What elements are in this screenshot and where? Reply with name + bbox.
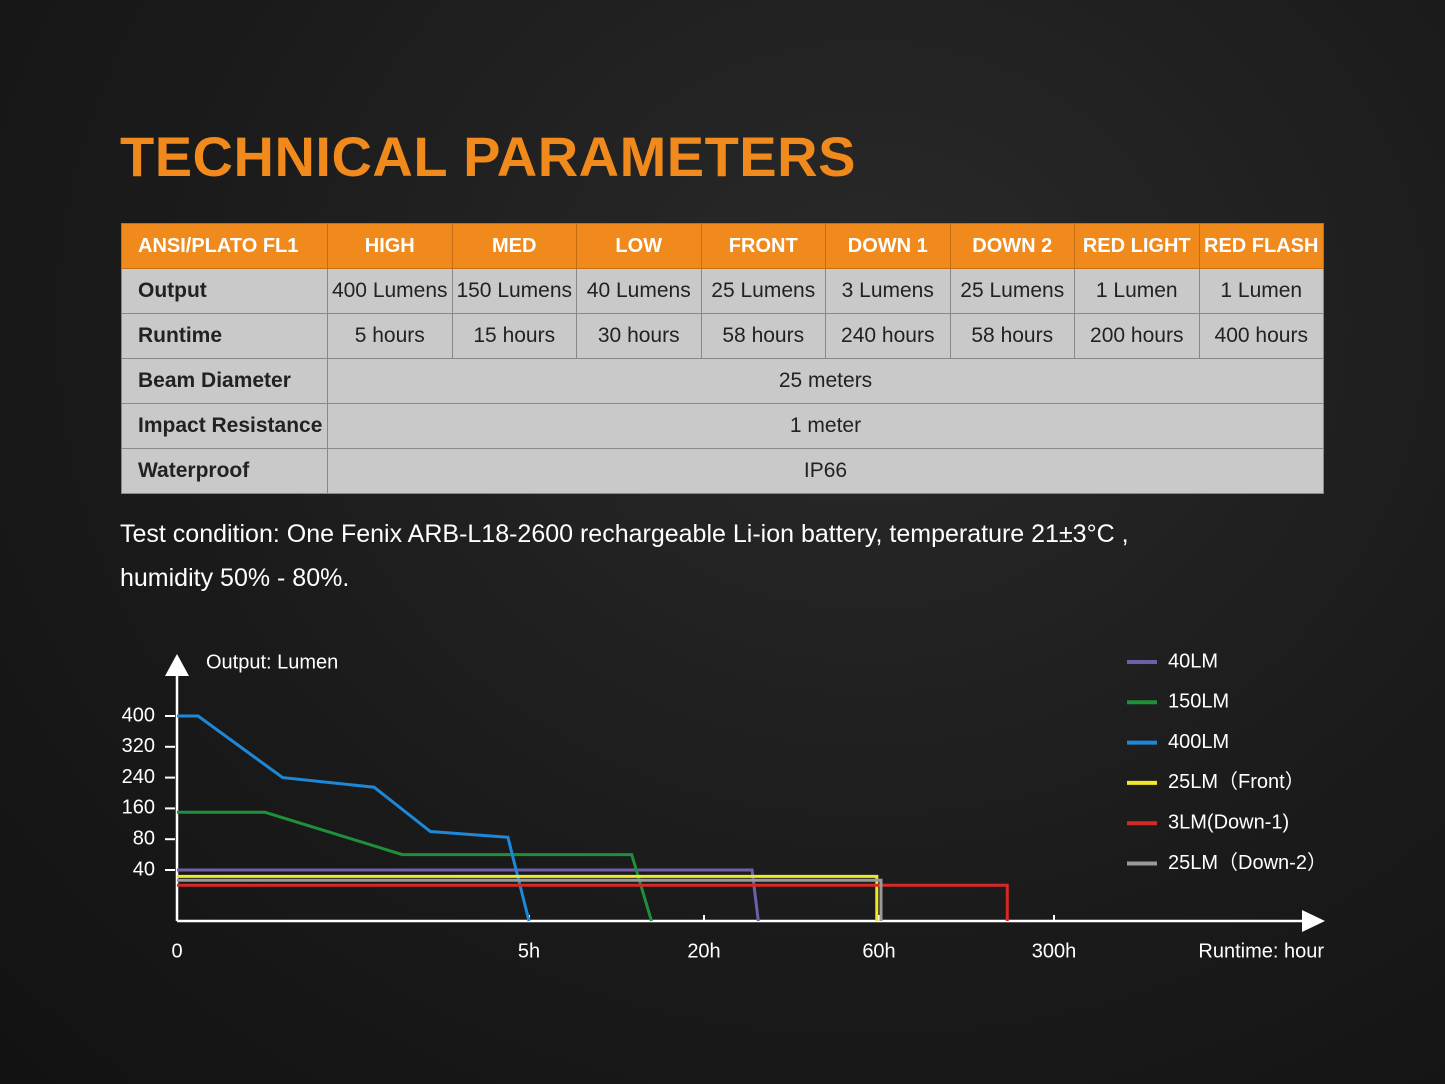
- series-line: [177, 810, 653, 922]
- header-cell: DOWN 1: [825, 223, 951, 269]
- cell: 400 hours: [1198, 313, 1324, 359]
- series-line: [177, 714, 531, 922]
- header-cell: RED FLASH: [1198, 223, 1324, 269]
- note-line: humidity 50% - 80%.: [120, 564, 350, 592]
- table-row: Impact Resistance 1 meter: [121, 403, 1324, 449]
- header-cell: LOW: [576, 223, 702, 269]
- note-line: Test condition: One Fenix ARB-L18-2600 r…: [120, 520, 1129, 548]
- y-axis-label: Output: Lumen: [206, 651, 338, 673]
- cell: 1 meter: [327, 403, 1324, 449]
- series-line: [177, 883, 1009, 921]
- x-axis-arrow: [1302, 910, 1325, 932]
- cell: 25 Lumens: [949, 268, 1075, 314]
- series-line: [177, 868, 760, 922]
- y-tick-label: 40: [133, 858, 155, 880]
- cell: 25 Lumens: [700, 268, 826, 314]
- table-body: Output 400 Lumens 150 Lumens 40 Lumens 25 Lu…: [121, 268, 1324, 494]
- cell: 25 meters: [327, 358, 1324, 404]
- spec-table: ANSI/PLATO FL1 HIGH MED LOW FRONT DOWN 1 DOWN …: [121, 223, 1324, 494]
- series-line: [177, 878, 883, 921]
- x-tick-label: 0: [171, 940, 182, 962]
- y-tick-label: 80: [133, 827, 155, 849]
- header-cell: FRONT: [700, 223, 826, 269]
- cell: 240 hours: [825, 313, 951, 359]
- header-cell: RED LIGHT: [1074, 223, 1200, 269]
- cell: 200 hours: [1074, 313, 1200, 359]
- cell: 40 Lumens: [576, 268, 702, 314]
- table-row: Runtime 5 hours 15 hours 30 hours 58 hours 24…: [121, 313, 1324, 359]
- x-axis-label: Runtime: hour: [1198, 940, 1324, 962]
- header-cell: ANSI/PLATO FL1: [121, 223, 328, 269]
- chart: Output: Lumen Runtime: hour 40 80 160 240 32…: [122, 650, 1327, 962]
- cell: 1 Lumen: [1074, 268, 1200, 314]
- series-line: [177, 874, 879, 921]
- x-tick-label: 300h: [1032, 940, 1077, 962]
- legend-label: 3LM(Down-1): [1168, 811, 1289, 833]
- cell: 400 Lumens: [327, 268, 453, 314]
- legend-label: 150LM: [1168, 691, 1229, 713]
- legend-label: 25LM（Down-2）: [1168, 851, 1327, 874]
- y-tick-label: 320: [122, 735, 155, 757]
- row-header: Waterproof: [121, 448, 328, 494]
- legend-label: 25LM（Front）: [1168, 770, 1305, 793]
- cell: 58 hours: [700, 313, 826, 359]
- x-tick-label: 5h: [518, 940, 540, 962]
- y-tick-label: 160: [122, 797, 155, 819]
- header-cell: MED: [451, 223, 577, 269]
- table-header-row: ANSI/PLATO FL1 HIGH MED LOW FRONT DOWN 1 DOWN …: [121, 223, 1324, 269]
- header-cell: DOWN 2: [949, 223, 1075, 269]
- table-row: Beam Diameter 25 meters: [121, 358, 1324, 404]
- y-axis-arrow: [165, 654, 189, 676]
- test-condition: Test condition: One Fenix ARB-L18-2600 r…: [120, 512, 1129, 600]
- x-tick-label: 60h: [862, 940, 895, 962]
- cell: 1 Lumen: [1198, 268, 1324, 314]
- row-header: Runtime: [121, 313, 328, 359]
- row-header: Output: [121, 268, 328, 314]
- legend-label: 400LM: [1168, 731, 1229, 753]
- cell: 3 Lumens: [825, 268, 951, 314]
- table-row: Output 400 Lumens 150 Lumens 40 Lumens 25 Lu…: [121, 268, 1324, 314]
- page-title: TECHNICAL PARAMETERS: [120, 125, 856, 188]
- row-header: Impact Resistance: [121, 403, 328, 449]
- header-cell: HIGH: [327, 223, 453, 269]
- table-row: Waterproof IP66: [121, 448, 1324, 494]
- cell: IP66: [327, 448, 1324, 494]
- x-tick-label: 20h: [687, 940, 720, 962]
- cell: 30 hours: [576, 313, 702, 359]
- row-header: Beam Diameter: [121, 358, 328, 404]
- cell: 58 hours: [949, 313, 1075, 359]
- y-tick-label: 240: [122, 766, 155, 788]
- y-tick-label: 400: [122, 704, 155, 726]
- cell: 5 hours: [327, 313, 453, 359]
- legend-label: 40LM: [1168, 650, 1218, 672]
- cell: 15 hours: [451, 313, 577, 359]
- cell: 150 Lumens: [451, 268, 577, 314]
